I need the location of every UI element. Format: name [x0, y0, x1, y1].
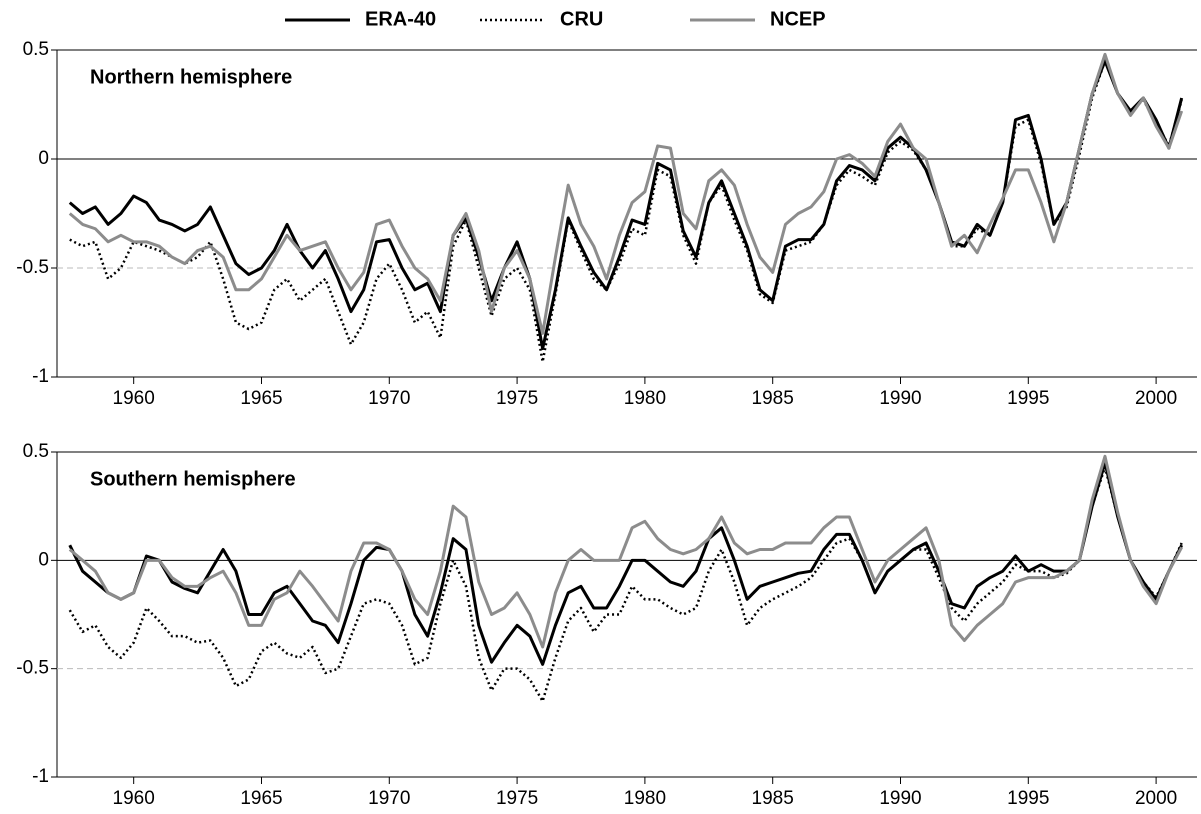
x-tick-label: 1960	[113, 788, 155, 809]
x-tick-label: 1995	[1007, 788, 1049, 809]
y-tick-label: -1	[32, 366, 49, 387]
x-tick-label: 2000	[1135, 388, 1177, 409]
y-tick-label: 0.5	[23, 441, 49, 462]
legend: ERA-40 CRU NCEP	[285, 8, 826, 30]
y-tick-label: 0	[38, 549, 49, 570]
x-tick-label: 1995	[1007, 388, 1049, 409]
series-line	[68, 461, 1184, 666]
x-tick-label: 1990	[879, 388, 921, 409]
x-tick-label: 1980	[624, 388, 666, 409]
series-line	[69, 59, 1183, 363]
x-tick-label: 1975	[496, 788, 538, 809]
x-tick-label: 2000	[1135, 788, 1177, 809]
panel-title: Southern hemisphere	[90, 468, 296, 490]
series-line	[68, 52, 1184, 335]
legend-label: NCEP	[770, 8, 826, 30]
legend-label: CRU	[560, 8, 603, 30]
y-tick-label: -1	[32, 766, 49, 787]
y-tick-label: 0	[38, 148, 49, 169]
legend-label: ERA-40	[365, 8, 436, 30]
x-tick-label: 1965	[240, 388, 282, 409]
x-tick-label: 1975	[496, 388, 538, 409]
x-tick-label: 1980	[624, 788, 666, 809]
x-tick-label: 1990	[879, 788, 921, 809]
x-tick-label: 1970	[368, 788, 410, 809]
series-line	[68, 59, 1184, 351]
x-tick-label: 1985	[752, 788, 794, 809]
x-tick-label: 1970	[368, 388, 410, 409]
panel-title: Northern hemisphere	[90, 66, 292, 88]
y-tick-label: -0.5	[16, 658, 49, 679]
series-line	[68, 454, 1183, 649]
x-tick-label: 1960	[113, 388, 155, 409]
x-tick-label: 1965	[240, 788, 282, 809]
series-line	[68, 465, 1183, 703]
x-tick-label: 1985	[752, 388, 794, 409]
y-tick-label: -0.5	[16, 257, 49, 278]
y-tick-label: 0.5	[23, 39, 49, 60]
